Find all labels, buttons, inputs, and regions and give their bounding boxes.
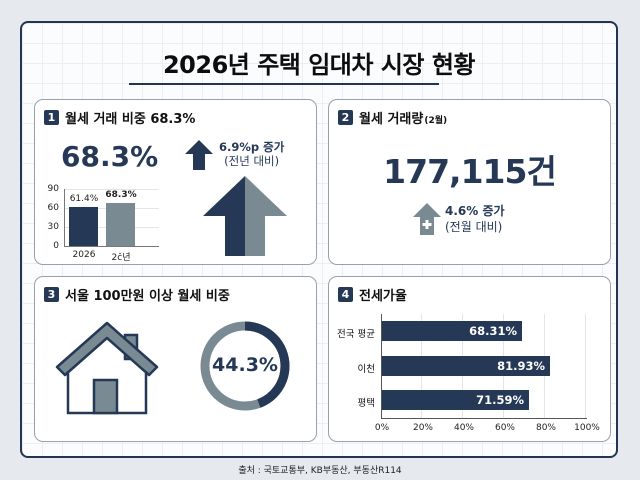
big-value: 177,115건 bbox=[383, 152, 557, 191]
bar-value-label: 68.3% bbox=[105, 190, 137, 200]
panel-monthly-rent-volume: 2 월세 거래량(2월) 177,115건 4.6% 증가 (전월 대비) bbox=[328, 99, 611, 265]
mini-bar-chart: 90 60 30 0 61.4% 68.3% 2026 2č년 bbox=[39, 184, 159, 263]
up-arrow-icon bbox=[185, 140, 213, 170]
panel-monthly-rent-share: 1 월세 거래 비중 68.3% 68.3% 6.9%p 증가 (전년 대비) … bbox=[34, 99, 317, 265]
y-tick: 90 bbox=[47, 184, 59, 194]
increase-value: 4.6% 증가 bbox=[445, 204, 505, 218]
panel-number-badge: 4 bbox=[338, 287, 353, 302]
gridline bbox=[585, 314, 586, 418]
x-tick: 100% bbox=[574, 423, 600, 433]
panel-title: 서울 100만원 이상 월세 비중 bbox=[65, 289, 230, 304]
panel-header: 1 월세 거래 비중 68.3% bbox=[44, 108, 195, 127]
bar-national-average: 68.31% bbox=[382, 321, 522, 341]
increase-indicator: 6.9%p 증가 (전년 대비) bbox=[185, 140, 284, 170]
panel-jeonse-ratio: 4 전세가율 전국 평균 이천 평택 68.31% 81.93% 71.59% … bbox=[328, 276, 611, 442]
big-value: 68.3% bbox=[61, 140, 159, 173]
large-up-arrow-icon bbox=[203, 176, 287, 256]
x-tick: 40% bbox=[453, 423, 474, 433]
x-tick: 80% bbox=[535, 423, 556, 433]
page-title: 2026년 주택 임대차 시장 현황 bbox=[162, 51, 476, 79]
x-tick: 2č년 bbox=[111, 253, 131, 263]
y-tick: 30 bbox=[47, 222, 59, 232]
bar-icheon: 81.93% bbox=[382, 356, 550, 376]
panel-number-badge: 2 bbox=[338, 110, 353, 125]
panel-header: 2 월세 거래량(2월) bbox=[338, 108, 447, 127]
y-tick: 0 bbox=[53, 241, 59, 251]
y-axis bbox=[64, 189, 65, 246]
bar-prior bbox=[106, 203, 135, 246]
bar-value-label: 61.4% bbox=[69, 194, 99, 204]
increase-indicator: 4.6% 증가 (전월 대비) bbox=[413, 203, 505, 235]
title-underline bbox=[129, 83, 439, 85]
increase-value: 6.9%p 증가 bbox=[219, 140, 285, 154]
donut-chart bbox=[200, 321, 290, 411]
y-axis bbox=[381, 314, 382, 419]
bar-pyeongtaek: 71.59% bbox=[382, 390, 529, 410]
x-tick: 0% bbox=[374, 423, 390, 433]
plus-up-arrow-icon bbox=[413, 203, 441, 235]
bar-category-label: 전국 평균 bbox=[337, 329, 375, 340]
x-axis bbox=[381, 418, 587, 419]
y-tick: 60 bbox=[47, 203, 59, 213]
gridline bbox=[65, 189, 159, 190]
bar-category-label: 평택 bbox=[357, 398, 375, 409]
x-tick: 60% bbox=[494, 423, 515, 433]
panel-title: 월세 거래 비중 68.3% bbox=[65, 112, 196, 127]
panel-header: 4 전세가율 bbox=[338, 285, 407, 304]
bar-category-label: 이천 bbox=[357, 364, 375, 375]
panel-seoul-high-rent-share: 3 서울 100만원 이상 월세 비중 44.3% bbox=[34, 276, 317, 442]
x-axis bbox=[64, 246, 159, 247]
panel-number-badge: 3 bbox=[44, 287, 59, 302]
x-tick: 20% bbox=[412, 423, 433, 433]
increase-basis: (전년 대비) bbox=[224, 154, 280, 168]
panel-header: 3 서울 100만원 이상 월세 비중 bbox=[44, 285, 230, 304]
panel-number-badge: 1 bbox=[44, 110, 59, 125]
increase-basis: (전월 대비) bbox=[445, 220, 503, 234]
donut-center-value: 44.3% bbox=[212, 354, 278, 376]
source-caption: 출처 : 국토교통부, KB부동산, 부동산R114 bbox=[238, 466, 402, 476]
x-tick: 2026 bbox=[72, 250, 96, 260]
bar-2026 bbox=[69, 207, 98, 246]
house-icon bbox=[55, 321, 159, 415]
infographic-frame: 2026년 주택 임대차 시장 현황 1 월세 거래 비중 68.3% 68.3… bbox=[20, 21, 618, 458]
panel-title: 월세 거래량(2월) bbox=[359, 112, 448, 127]
panel-title: 전세가율 bbox=[359, 289, 407, 304]
